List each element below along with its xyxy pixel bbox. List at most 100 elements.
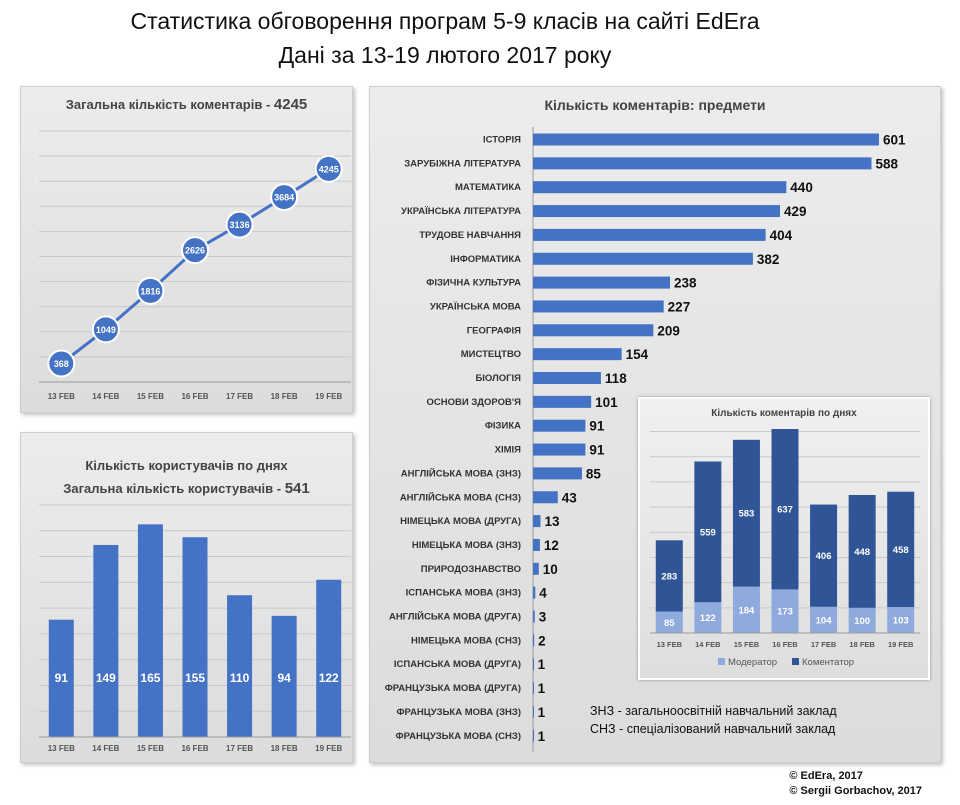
bar xyxy=(533,372,601,384)
bar xyxy=(533,181,787,194)
moderator-bar xyxy=(694,602,722,633)
category-label: НІМЕЦЬКА МОВА (СНЗ) xyxy=(411,635,521,646)
bar xyxy=(137,524,163,737)
category-label: МИСТЕЦТВО xyxy=(461,349,521,360)
category-label: БІОЛОГІЯ xyxy=(475,373,521,384)
data-label: 368 xyxy=(54,359,69,369)
x-tick-label: 19 FEB xyxy=(888,640,914,649)
bar-value-label: 12 xyxy=(544,538,559,553)
commentator-value-label: 559 xyxy=(700,527,716,538)
users-chart: 91 13 FEB 149 14 FEB 165 15 FEB 155 16 FEB 110 17… xyxy=(39,504,351,753)
bar xyxy=(533,157,872,170)
bar-value-label: 1 xyxy=(538,729,546,744)
bar xyxy=(533,276,671,289)
bar-value-label: 440 xyxy=(790,180,813,195)
bar xyxy=(533,205,780,218)
bar xyxy=(316,579,342,737)
x-tick-label: 16 FEB xyxy=(181,744,208,753)
moderator-value-label: 85 xyxy=(664,618,675,629)
users-subtitle-text: Загальна кількість користувачів - xyxy=(63,481,285,496)
bar-value-label: 155 xyxy=(185,671,205,685)
x-tick-label: 19 FEB xyxy=(315,392,342,401)
bar xyxy=(533,682,534,695)
bar xyxy=(533,252,753,265)
x-tick-label: 13 FEB xyxy=(657,640,683,649)
abbreviation-notes: ЗНЗ - загальноосвітній навчальний заклад… xyxy=(590,702,837,738)
bar-value-label: 122 xyxy=(319,671,339,685)
category-label: УКРАЇНСЬКА МОВА xyxy=(430,301,521,312)
x-tick-label: 18 FEB xyxy=(849,640,875,649)
moderator-bar xyxy=(887,607,915,633)
data-label: 3684 xyxy=(274,193,294,203)
daily-comments-chart: 85 283 13 FEB 122 559 14 FEB 184 583 15 FEB 173 63… xyxy=(650,429,920,668)
x-tick-label: 17 FEB xyxy=(811,640,837,649)
bar xyxy=(271,615,297,737)
category-label: ФІЗИКА xyxy=(485,421,521,432)
daily-comments-title: Кількість коментарів по днях xyxy=(711,408,857,419)
bar xyxy=(533,562,539,575)
moderator-value-label: 173 xyxy=(777,607,793,618)
copyright: © EdEra, 2017 © Sergii Gorbachov, 2017 xyxy=(789,769,922,799)
bar-value-label: 110 xyxy=(230,671,250,685)
x-tick-label: 15 FEB xyxy=(137,392,164,401)
commentator-bar xyxy=(887,491,915,608)
bar-value-label: 227 xyxy=(668,299,691,314)
category-label: ГЕОГРАФІЯ xyxy=(467,325,521,336)
note-sno: СНЗ - спеціалізований навчальний заклад xyxy=(590,722,836,736)
legend-label-moderator: Модератор xyxy=(728,657,777,668)
category-label: АНГЛІЙСЬКА МОВА (ДРУГА) xyxy=(389,611,521,623)
x-tick-label: 19 FEB xyxy=(315,744,342,753)
category-label: УКРАЇНСЬКА ЛІТЕРАТУРА xyxy=(401,206,521,217)
category-label: ІСПАНСЬКА МОВА (ЗНЗ) xyxy=(406,588,521,599)
commentator-value-label: 406 xyxy=(816,551,832,562)
bar-value-label: 43 xyxy=(562,490,578,505)
bar-value-label: 601 xyxy=(883,133,906,148)
bar-value-label: 588 xyxy=(876,156,899,171)
category-label: МАТЕМАТИКА xyxy=(455,182,521,193)
data-point xyxy=(47,349,76,378)
bar xyxy=(533,658,534,671)
bar-value-label: 382 xyxy=(757,252,780,267)
bar xyxy=(533,610,535,623)
category-label: ОСНОВИ ЗДОРОВ'Я xyxy=(427,397,522,408)
category-label: ФРАНЦУЗЬКА МОВА (ЗНЗ) xyxy=(396,707,521,718)
category-label: НІМЕЦЬКА МОВА (ЗНЗ) xyxy=(412,540,521,551)
commentator-value-label: 283 xyxy=(661,571,677,582)
moderator-bar xyxy=(771,589,799,633)
data-label: 2626 xyxy=(185,246,205,256)
bar-value-label: 91 xyxy=(589,419,605,434)
x-tick-label: 18 FEB xyxy=(271,392,298,401)
bar xyxy=(533,634,535,647)
commentator-bar xyxy=(694,461,722,603)
legend-swatch-commentator xyxy=(792,658,799,665)
commentator-value-label: 583 xyxy=(738,509,754,520)
category-label: ФРАНЦУЗЬКА МОВА (СНЗ) xyxy=(396,731,521,742)
bar xyxy=(533,324,654,337)
commentator-bar xyxy=(655,540,683,612)
data-point xyxy=(225,210,254,239)
commentator-bar xyxy=(771,429,799,590)
users-title: Кількість користувачів по днях xyxy=(85,458,288,473)
commentator-bar xyxy=(732,439,760,587)
total-comments-title-value: 4245 xyxy=(273,96,308,113)
bar-value-label: 91 xyxy=(589,443,605,458)
moderator-bar xyxy=(848,607,876,633)
commentator-value-label: 458 xyxy=(893,545,909,556)
total-comments-title-text: Загальна кількість коментарів - xyxy=(65,97,274,112)
legend-swatch-moderator xyxy=(718,658,725,665)
moderator-bar xyxy=(810,606,838,633)
data-point xyxy=(136,276,165,305)
category-label: ЗАРУБІЖНА ЛІТЕРАТУРА xyxy=(404,158,521,169)
page-title: Статистика обговорення програм 5-9 класі… xyxy=(130,8,760,34)
moderator-bar xyxy=(732,586,760,633)
data-label: 1049 xyxy=(96,325,116,335)
bar xyxy=(533,491,558,504)
copyright-author: © Sergii Gorbachov, 2017 xyxy=(789,785,922,797)
moderator-bar xyxy=(655,611,683,633)
bar-value-label: 101 xyxy=(595,395,618,410)
data-label: 4245 xyxy=(319,164,339,174)
bar-value-label: 429 xyxy=(784,204,807,219)
bar-value-label: 10 xyxy=(543,562,558,577)
x-tick-label: 13 FEB xyxy=(48,744,75,753)
bar xyxy=(533,395,592,408)
